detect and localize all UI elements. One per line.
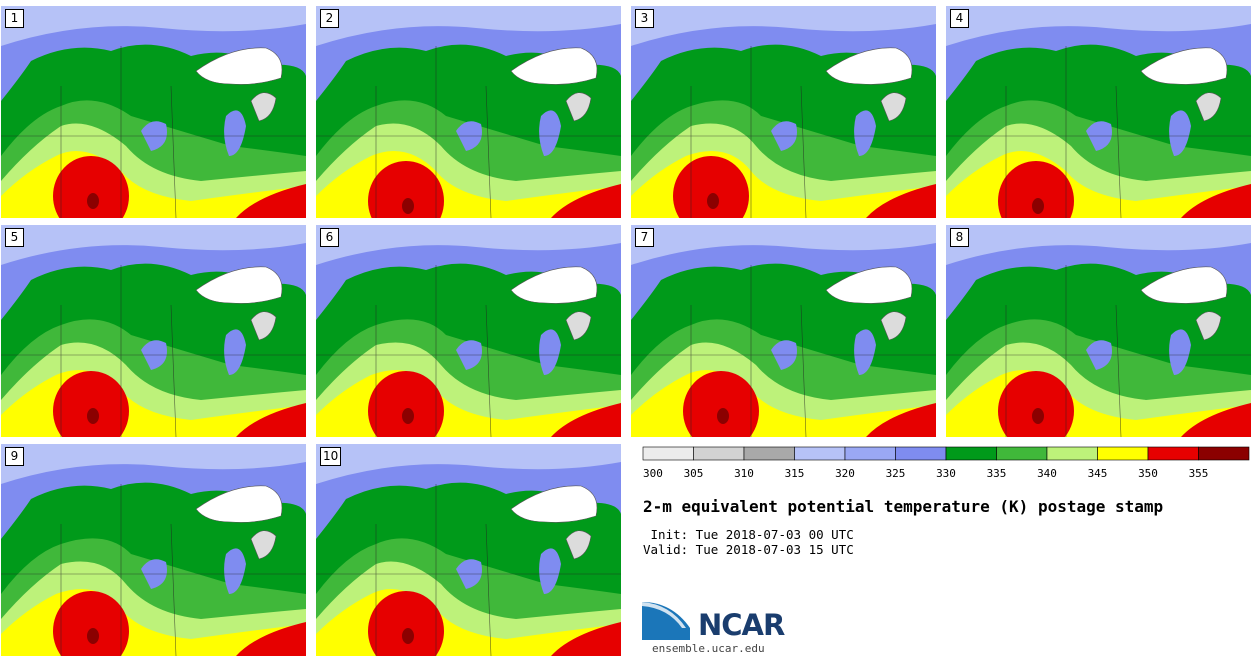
panel-number: 3: [635, 9, 654, 28]
postage-stamp-panel: 10: [316, 444, 621, 656]
theta-e-map: [316, 444, 621, 656]
colorbar-tick-label: 330: [936, 467, 956, 480]
postage-stamp-panel: 2: [316, 6, 621, 218]
colorbar-tick-label: 345: [1088, 467, 1108, 480]
ncar-logo-icon: [642, 602, 690, 640]
theta-e-map: [1, 225, 306, 437]
theta-e-map: [946, 6, 1251, 218]
colorbar-segment: [693, 446, 745, 461]
ncar-logo-text: NCAR: [698, 608, 785, 642]
logo-url: ensemble.ucar.edu: [652, 642, 765, 655]
postage-stamp-panel: 8: [946, 225, 1251, 437]
colorbar-segment: [844, 446, 896, 461]
colorbar-tick-label: 310: [734, 467, 754, 480]
colorbar-segment: [642, 446, 694, 461]
colorbar-tick-label: 350: [1138, 467, 1158, 480]
postage-stamp-panel: 1: [1, 6, 306, 218]
colorbar-segment: [1097, 446, 1149, 461]
postage-stamp-panel: 4: [946, 6, 1251, 218]
colorbar-tick-label: 355: [1189, 467, 1209, 480]
postage-stamp-panel: 3: [631, 6, 936, 218]
theta-e-map: [316, 225, 621, 437]
postage-stamp-panel: 7: [631, 225, 936, 437]
colorbar-tick-label: 340: [1037, 467, 1057, 480]
theta-e-map: [1, 6, 306, 218]
panel-number: 5: [5, 228, 24, 247]
panel-number: 7: [635, 228, 654, 247]
panel-number: 6: [320, 228, 339, 247]
colorbar-segment: [794, 446, 846, 461]
panel-number: 8: [950, 228, 969, 247]
postage-stamp-panel: 9: [1, 444, 306, 656]
theta-e-map: [631, 225, 936, 437]
theta-e-map: [946, 225, 1251, 437]
colorbar-tick-label: 305: [684, 467, 704, 480]
panel-number: 10: [320, 447, 342, 466]
theta-e-map: [631, 6, 936, 218]
panel-number: 4: [950, 9, 969, 28]
colorbar: 300 305 310 315 320 325 330 335 340 345 350 355: [642, 446, 1250, 480]
map-title: 2-m equivalent potential temperature (K)…: [643, 497, 1164, 516]
colorbar-tick-label: 325: [886, 467, 906, 480]
postage-stamp-panel: 5: [1, 225, 306, 437]
colorbar-segment: [895, 446, 947, 461]
theta-e-map: [1, 444, 306, 656]
panel-number: 2: [320, 9, 339, 28]
colorbar-segment: [1046, 446, 1098, 461]
colorbar-tick-label: 335: [987, 467, 1007, 480]
panel-number: 9: [5, 447, 24, 466]
colorbar-segment: [1198, 446, 1250, 461]
panel-number: 1: [5, 9, 24, 28]
colorbar-tick-label: 320: [835, 467, 855, 480]
colorbar-tick-label: 300: [643, 467, 663, 480]
init-time: Init: Tue 2018-07-03 00 UTC: [643, 527, 854, 542]
valid-time: Valid: Tue 2018-07-03 15 UTC: [643, 542, 854, 557]
colorbar-tick-label: 315: [785, 467, 805, 480]
postage-stamp-panel: 6: [316, 225, 621, 437]
colorbar-segment: [1147, 446, 1199, 461]
colorbar-segment: [743, 446, 795, 461]
theta-e-map: [316, 6, 621, 218]
colorbar-segment: [996, 446, 1048, 461]
colorbar-segment: [945, 446, 997, 461]
